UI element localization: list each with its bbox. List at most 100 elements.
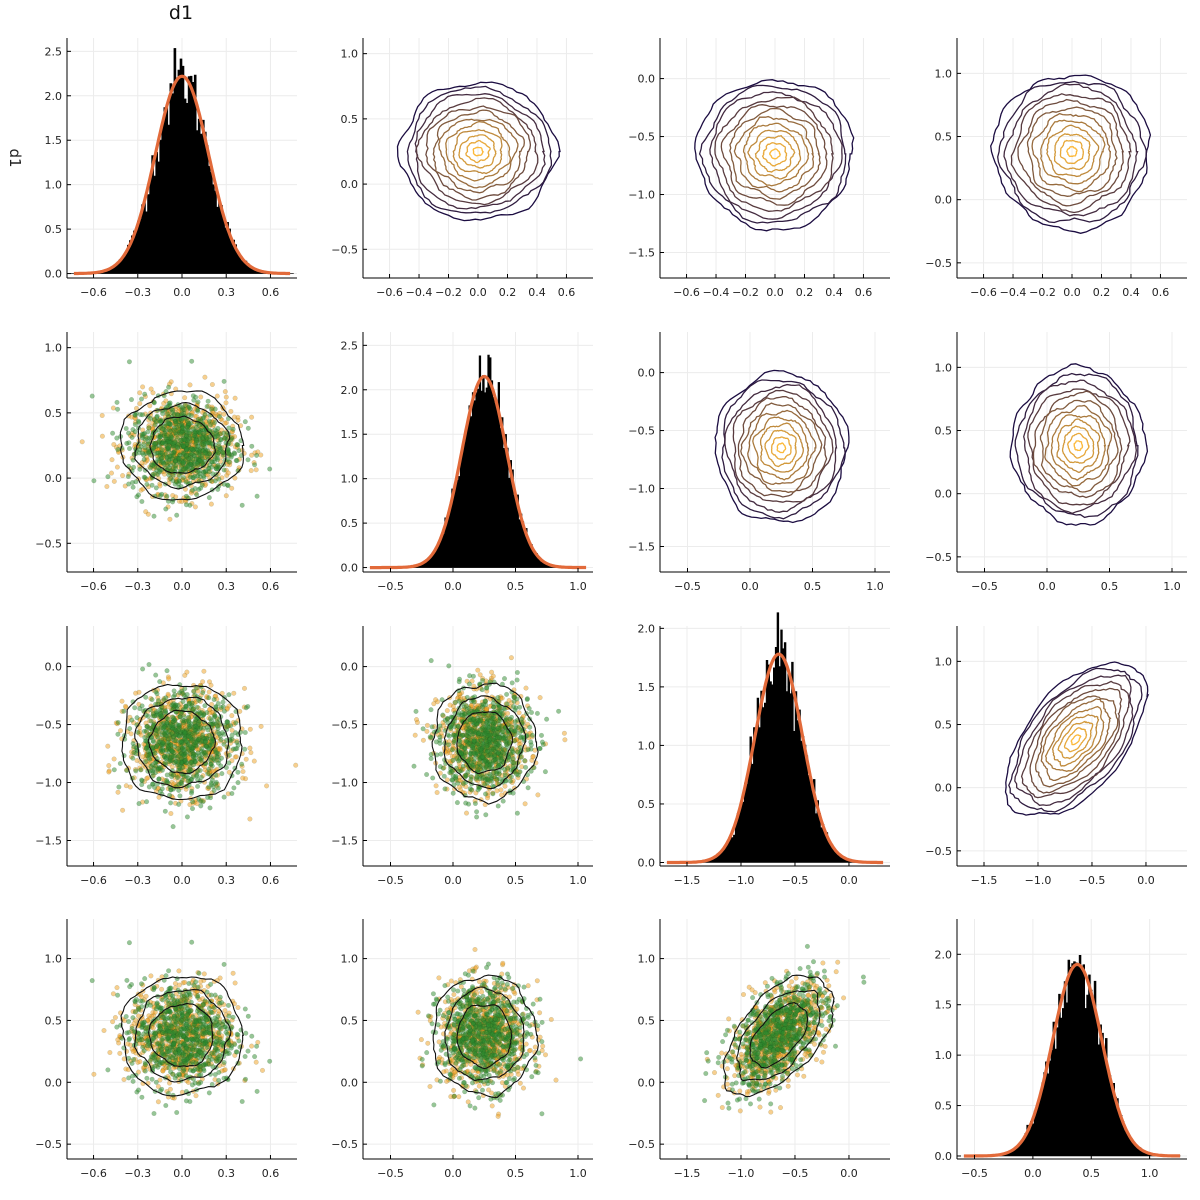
scatter-point-green bbox=[139, 431, 145, 437]
scatter-point-green bbox=[180, 475, 186, 481]
contour-line bbox=[1040, 119, 1106, 185]
scatter-point-green bbox=[194, 447, 200, 453]
subplot-r0-c0: −0.6 −0.3 0.0 0.3 0.60.00.51.01.52.02.5 bbox=[45, 38, 297, 299]
scatter-point-green bbox=[193, 723, 199, 729]
scatter-point-orange bbox=[249, 452, 255, 458]
scatter-point-green bbox=[136, 801, 142, 807]
scatter-point-green bbox=[525, 785, 531, 791]
scatter-point-green bbox=[172, 448, 178, 454]
subplot-r2-c0: −0.6 −0.3 0.0 0.3 0.6−1.5−1.0−0.50.0 bbox=[35, 626, 299, 887]
scatter-point-orange bbox=[163, 398, 169, 404]
scatter-point-green bbox=[135, 492, 141, 498]
x-tick-label: 0.2 bbox=[796, 286, 814, 299]
y-tick-label: −1.5 bbox=[331, 834, 358, 847]
x-tick-label: −1.5 bbox=[971, 874, 998, 887]
scatter-point-green bbox=[143, 694, 149, 700]
scatter-point-green bbox=[235, 780, 241, 786]
scatter-point-green bbox=[203, 739, 209, 745]
scatter-point-green bbox=[205, 795, 211, 801]
y-tick-label: 0.5 bbox=[935, 131, 953, 144]
scatter-point-green bbox=[428, 658, 434, 664]
y-axis-label: d1 bbox=[6, 148, 24, 167]
scatter-point-orange bbox=[248, 750, 254, 756]
scatter-point-orange bbox=[223, 394, 229, 400]
scatter-point-green bbox=[456, 758, 462, 764]
scatter-point-orange bbox=[167, 516, 173, 522]
scatter-point-green bbox=[539, 732, 545, 738]
scatter-point-orange bbox=[111, 478, 117, 484]
contour-line bbox=[1057, 720, 1094, 760]
scatter-point-green bbox=[193, 759, 199, 765]
scatter-point-orange bbox=[412, 732, 418, 738]
scatter-point-orange bbox=[137, 401, 143, 407]
scatter-point-green bbox=[181, 437, 187, 443]
scatter-point-green bbox=[151, 513, 157, 519]
scatter-point-orange bbox=[148, 973, 154, 979]
scatter-point-green bbox=[504, 691, 510, 697]
scatter-point-green bbox=[143, 759, 149, 765]
scatter-point-green bbox=[149, 697, 155, 703]
scatter-point-green bbox=[252, 462, 258, 468]
scatter-point-green bbox=[206, 784, 212, 790]
scatter-point-green bbox=[174, 512, 180, 518]
scatter-point-green bbox=[429, 724, 435, 730]
subplot-r2-c3: −1.5 −1.0 −0.5 0.0−0.50.00.51.0 bbox=[925, 626, 1187, 887]
scatter-point-green bbox=[430, 775, 436, 781]
scatter-point-green bbox=[488, 718, 494, 724]
scatter-point-orange bbox=[562, 737, 568, 743]
scatter-point-orange bbox=[209, 382, 215, 388]
y-tick-label: 1.0 bbox=[935, 67, 953, 80]
contour-line bbox=[1067, 432, 1090, 459]
scatter-point-green bbox=[472, 801, 478, 807]
scatter-point-green bbox=[413, 708, 419, 714]
x-tick-label: 0.0 bbox=[1137, 874, 1155, 887]
scatter-point-green bbox=[115, 406, 121, 412]
scatter-point-green bbox=[142, 436, 148, 442]
scatter-point-green bbox=[204, 435, 210, 441]
x-tick-label: −0.3 bbox=[124, 580, 151, 593]
scatter-point-green bbox=[164, 668, 170, 674]
scatter-point-green bbox=[194, 492, 200, 498]
scatter-point-green bbox=[123, 426, 129, 432]
scatter-point-green bbox=[215, 701, 221, 707]
contour-line bbox=[406, 85, 553, 214]
contour-line bbox=[714, 96, 834, 212]
scatter-point-green bbox=[183, 493, 189, 499]
contour-line bbox=[1059, 139, 1084, 165]
scatter-point-green bbox=[229, 732, 235, 738]
scatter-point-orange bbox=[228, 408, 234, 414]
scatter-point-green bbox=[177, 431, 183, 437]
scatter-point-orange bbox=[101, 1027, 107, 1033]
scatter-point-green bbox=[186, 745, 192, 751]
y-tick-label: 2.0 bbox=[638, 622, 656, 635]
scatter-point-green bbox=[428, 707, 434, 713]
scatter-point-green bbox=[500, 798, 506, 804]
scatter-point-green bbox=[216, 440, 222, 446]
scatter-point-green bbox=[159, 450, 165, 456]
scatter-point-green bbox=[159, 767, 165, 773]
scatter-point-green bbox=[514, 810, 520, 816]
scatter-point-green bbox=[556, 708, 562, 714]
x-tick-label: 0.3 bbox=[217, 286, 235, 299]
scatter-point-green bbox=[513, 723, 519, 729]
scatter-point-green bbox=[226, 760, 232, 766]
scatter-points bbox=[411, 655, 568, 820]
y-tick-label: 0.5 bbox=[45, 223, 63, 236]
scatter-point-orange bbox=[214, 393, 220, 399]
scatter-point-green bbox=[110, 430, 116, 436]
scatter-point-green bbox=[152, 440, 158, 446]
y-tick-label: 1.0 bbox=[45, 342, 63, 355]
x-tick-label: −0.5 bbox=[782, 874, 809, 887]
scatter-point-green bbox=[145, 713, 151, 719]
x-tick-label: 0.6 bbox=[1152, 286, 1170, 299]
contour-line bbox=[465, 139, 491, 164]
y-tick-label: 1.0 bbox=[935, 361, 953, 374]
scatter-point-green bbox=[129, 434, 135, 440]
x-tick-label: −0.5 bbox=[674, 580, 701, 593]
scatter-point-green bbox=[157, 679, 163, 685]
scatter-point-orange bbox=[198, 394, 204, 400]
y-tick-label: −0.5 bbox=[925, 845, 952, 858]
scatter-point-green bbox=[115, 731, 121, 737]
scatter-point-orange bbox=[170, 493, 176, 499]
x-tick-label: 0.5 bbox=[507, 580, 525, 593]
